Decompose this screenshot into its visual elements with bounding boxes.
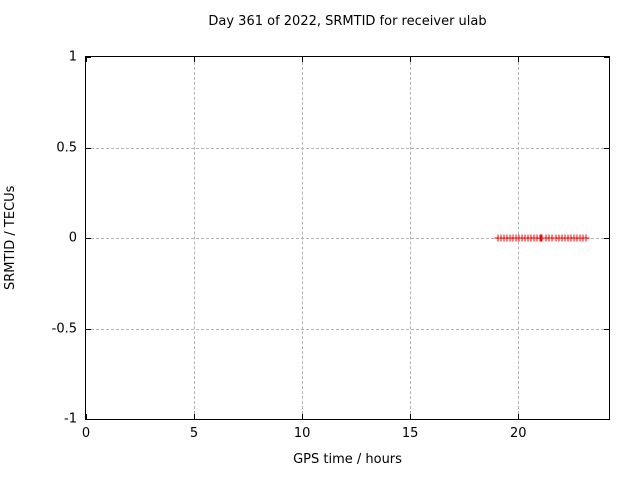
- data-point-marker: [538, 234, 546, 242]
- y-tick: [86, 328, 91, 330]
- x-tick: [410, 414, 412, 419]
- x-tick: [86, 414, 87, 419]
- x-tick-label: 10: [293, 426, 311, 441]
- y-tick: [604, 147, 609, 149]
- y-axis-title: SRMTID / TECUs: [3, 185, 18, 291]
- y-tick-label: -0.5: [51, 321, 77, 336]
- y-gridline: [86, 328, 609, 330]
- data-point-marker: [582, 234, 590, 242]
- x-tick-label: 15: [401, 426, 419, 441]
- y-tick: [604, 328, 609, 330]
- x-tick: [302, 414, 304, 419]
- y-gridline: [86, 238, 609, 239]
- y-tick-label: 0: [68, 230, 77, 246]
- y-tick-label: 1: [68, 49, 77, 65]
- x-tick: [518, 57, 520, 62]
- plot-area: 0 5 10 15 20 -1 -0.5 0 0.5 1: [52, 50, 610, 441]
- x-tick-label: 20: [509, 426, 527, 441]
- x-tick: [86, 57, 87, 62]
- data-point-marker: [548, 234, 556, 242]
- y-tick-label: 0.5: [56, 140, 77, 155]
- y-tick: [86, 238, 91, 239]
- y-tick: [604, 419, 609, 420]
- y-tick: [604, 57, 609, 58]
- x-tick: [194, 414, 196, 419]
- x-tick: [518, 414, 520, 419]
- x-tick-label: 0: [81, 426, 91, 441]
- x-axis-title: GPS time / hours: [293, 452, 402, 467]
- y-tick: [604, 238, 609, 239]
- x-tick-label: 5: [189, 426, 199, 441]
- x-tick: [302, 57, 304, 62]
- y-tick: [86, 419, 91, 420]
- chart-title: Day 361 of 2022, SRMTID for receiver ula…: [208, 14, 487, 29]
- y-tick: [86, 147, 91, 149]
- y-tick-label: -1: [64, 411, 77, 427]
- y-gridline: [86, 147, 609, 149]
- y-tick: [86, 57, 91, 58]
- x-tick: [410, 57, 412, 62]
- x-tick: [194, 57, 196, 62]
